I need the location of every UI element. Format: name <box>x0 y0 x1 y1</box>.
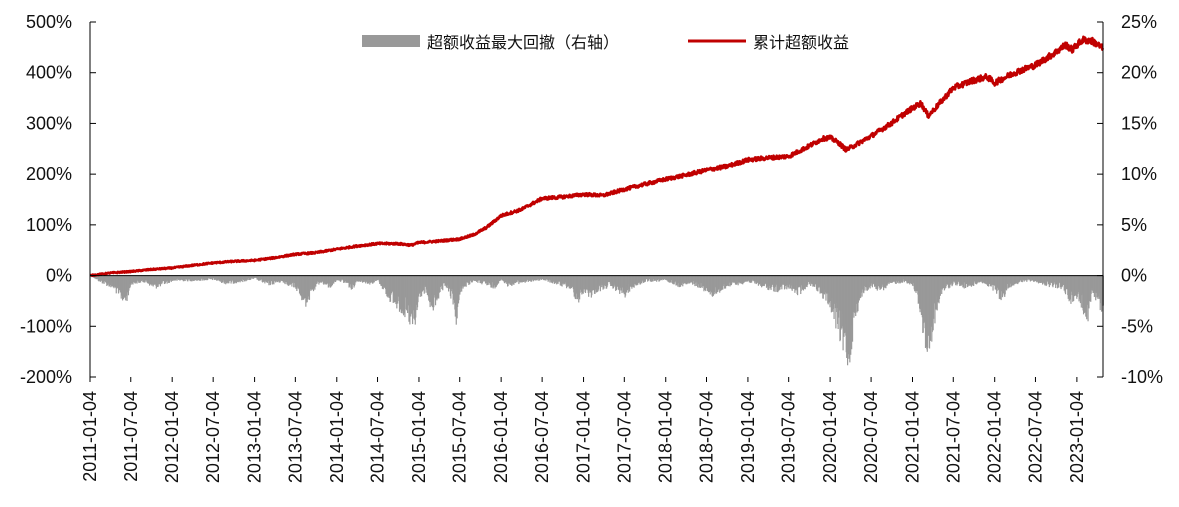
axes <box>89 22 1104 377</box>
left-tick-label: 500% <box>26 12 72 32</box>
right-tick-label: 25% <box>1121 12 1157 32</box>
x-tick-label: 2022-01-04 <box>985 391 1005 483</box>
right-axis-ticks: 25% 20% 15% 10% 5% 0% -5% -10% <box>1097 12 1163 387</box>
left-axis-ticks: 500% 400% 300% 200% 100% 0% -100% -200% <box>20 12 96 387</box>
x-tick-label: 2011-07-04 <box>121 391 141 482</box>
drawdown-bars <box>90 275 1104 366</box>
x-tick-label: 2019-07-04 <box>779 391 799 483</box>
x-tick-label: 2015-07-04 <box>450 391 470 483</box>
x-tick-label: 2012-07-04 <box>203 391 223 483</box>
left-tick-label: 100% <box>26 215 72 235</box>
x-tick-label: 2020-01-04 <box>820 391 840 483</box>
x-tick-label: 2019-01-04 <box>738 391 758 483</box>
x-tick-label: 2013-07-04 <box>285 391 305 483</box>
x-tick-label: 2011-01-04 <box>80 391 100 482</box>
x-tick-label: 2012-01-04 <box>162 391 182 483</box>
left-tick-label: -200% <box>20 367 72 387</box>
x-tick-label: 2022-07-04 <box>1025 391 1045 483</box>
left-tick-label: 400% <box>26 63 72 83</box>
x-tick-label: 2017-01-04 <box>574 391 594 483</box>
left-tick-label: -100% <box>20 316 72 336</box>
x-tick-label: 2017-07-04 <box>614 391 634 483</box>
drawdown-bar <box>973 275 975 287</box>
x-tick-label: 2023-01-04 <box>1067 391 1087 483</box>
right-tick-label: 5% <box>1121 215 1147 235</box>
cumulative-excess-line-group <box>89 35 1105 278</box>
x-tick-label: 2021-01-04 <box>903 391 923 483</box>
x-tick-label: 2016-01-04 <box>491 391 511 483</box>
x-axis-ticks: 2011-01-04 2011-07-04 2012-01-04 2012-07-04… <box>80 377 1087 483</box>
x-tick-label: 2015-01-04 <box>409 391 429 483</box>
left-tick-label: 200% <box>26 164 72 184</box>
legend-label-drawdown: 超额收益最大回撤（右轴） <box>427 33 619 52</box>
legend-swatch-drawdown <box>362 35 420 47</box>
left-tick-label: 300% <box>26 113 72 133</box>
right-tick-label: -5% <box>1121 316 1153 336</box>
right-tick-label: 15% <box>1121 113 1157 133</box>
left-tick-label: 0% <box>46 266 72 286</box>
right-tick-label: 10% <box>1121 164 1157 184</box>
right-tick-label: 20% <box>1121 63 1157 83</box>
right-tick-label: -10% <box>1121 367 1163 387</box>
x-tick-label: 2020-07-04 <box>861 391 881 483</box>
x-tick-label: 2018-01-04 <box>656 391 676 483</box>
legend-label-cumulative: 累计超额收益 <box>753 33 849 52</box>
x-tick-label: 2014-01-04 <box>327 391 347 483</box>
x-tick-label: 2013-01-04 <box>245 391 265 483</box>
x-tick-label: 2014-07-04 <box>368 391 388 483</box>
cumulative-excess-line <box>89 35 1105 278</box>
drawdown-bar <box>627 275 629 293</box>
drawdown-bar <box>760 275 763 288</box>
x-tick-label: 2018-07-04 <box>696 391 716 483</box>
x-tick-label: 2016-07-04 <box>532 391 552 483</box>
x-tick-label: 2021-07-04 <box>943 391 963 483</box>
right-tick-label: 0% <box>1121 266 1147 286</box>
legend: 超额收益最大回撤（右轴） 累计超额收益 <box>362 33 849 52</box>
